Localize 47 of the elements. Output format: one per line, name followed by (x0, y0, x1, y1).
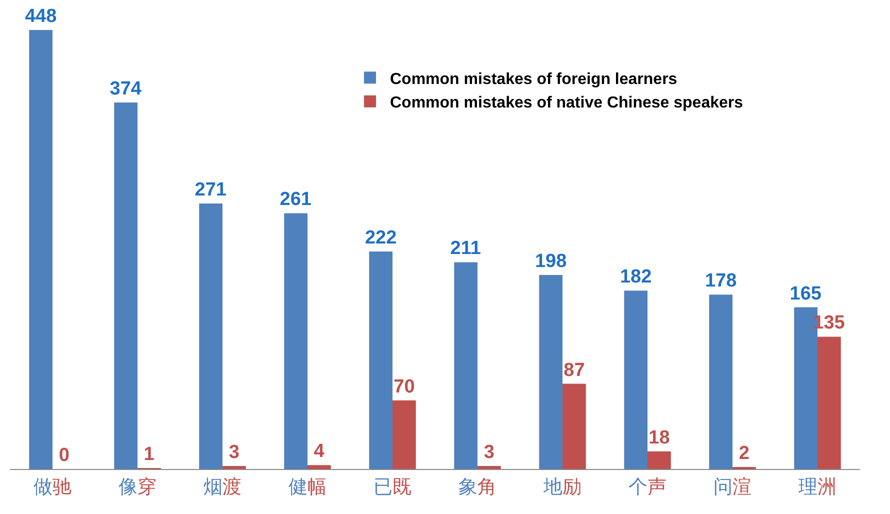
bar (454, 262, 478, 469)
bar (199, 203, 222, 469)
data-label: 165 (790, 283, 822, 304)
x-tick-label: 地励 (542, 476, 582, 498)
bar (392, 400, 416, 469)
x-tick-label: 理洲 (798, 476, 836, 498)
data-label: 2 (738, 443, 750, 464)
bar (709, 294, 732, 469)
bar (308, 465, 331, 469)
data-label: 87 (564, 360, 585, 381)
data-label: 182 (620, 266, 652, 288)
data-label: 70 (394, 376, 415, 398)
bar (539, 274, 562, 469)
data-label: 18 (648, 427, 670, 448)
data-label: 0 (58, 445, 70, 466)
x-tick-label: 个声 (628, 476, 666, 498)
data-label: 3 (484, 442, 494, 464)
x-tick-label: 象角 (458, 476, 496, 498)
data-label: 211 (450, 238, 482, 260)
legend-label: Common mistakes of native Chinese speakers (390, 94, 744, 112)
bar (648, 451, 671, 469)
data-label: 3 (228, 442, 240, 464)
data-label: 261 (280, 189, 312, 210)
data-label: 374 (110, 78, 142, 100)
x-tick-label: 问渲 (714, 476, 752, 498)
bar (624, 290, 648, 469)
bar (369, 251, 392, 469)
data-label: 4 (314, 441, 325, 462)
x-tick-label: 烟渡 (204, 476, 242, 498)
legend-label: Common mistakes of foreign learners (390, 70, 678, 88)
data-label: 222 (364, 227, 397, 248)
data-label: 178 (704, 270, 737, 292)
x-tick-label: 已既 (374, 476, 412, 498)
bar (818, 336, 841, 469)
data-label: 198 (534, 250, 567, 272)
data-label: 1 (144, 444, 155, 465)
x-tick-label: 做驰 (34, 476, 72, 498)
bar (478, 466, 501, 469)
data-label: 448 (24, 6, 57, 27)
x-tick-label: 像穿 (118, 476, 156, 498)
data-label: 271 (194, 179, 227, 200)
x-tick-label: 健幅 (288, 476, 326, 498)
bar (562, 384, 586, 469)
bar (114, 102, 138, 469)
bar (284, 213, 308, 469)
bar (222, 466, 246, 469)
bar (29, 30, 52, 469)
